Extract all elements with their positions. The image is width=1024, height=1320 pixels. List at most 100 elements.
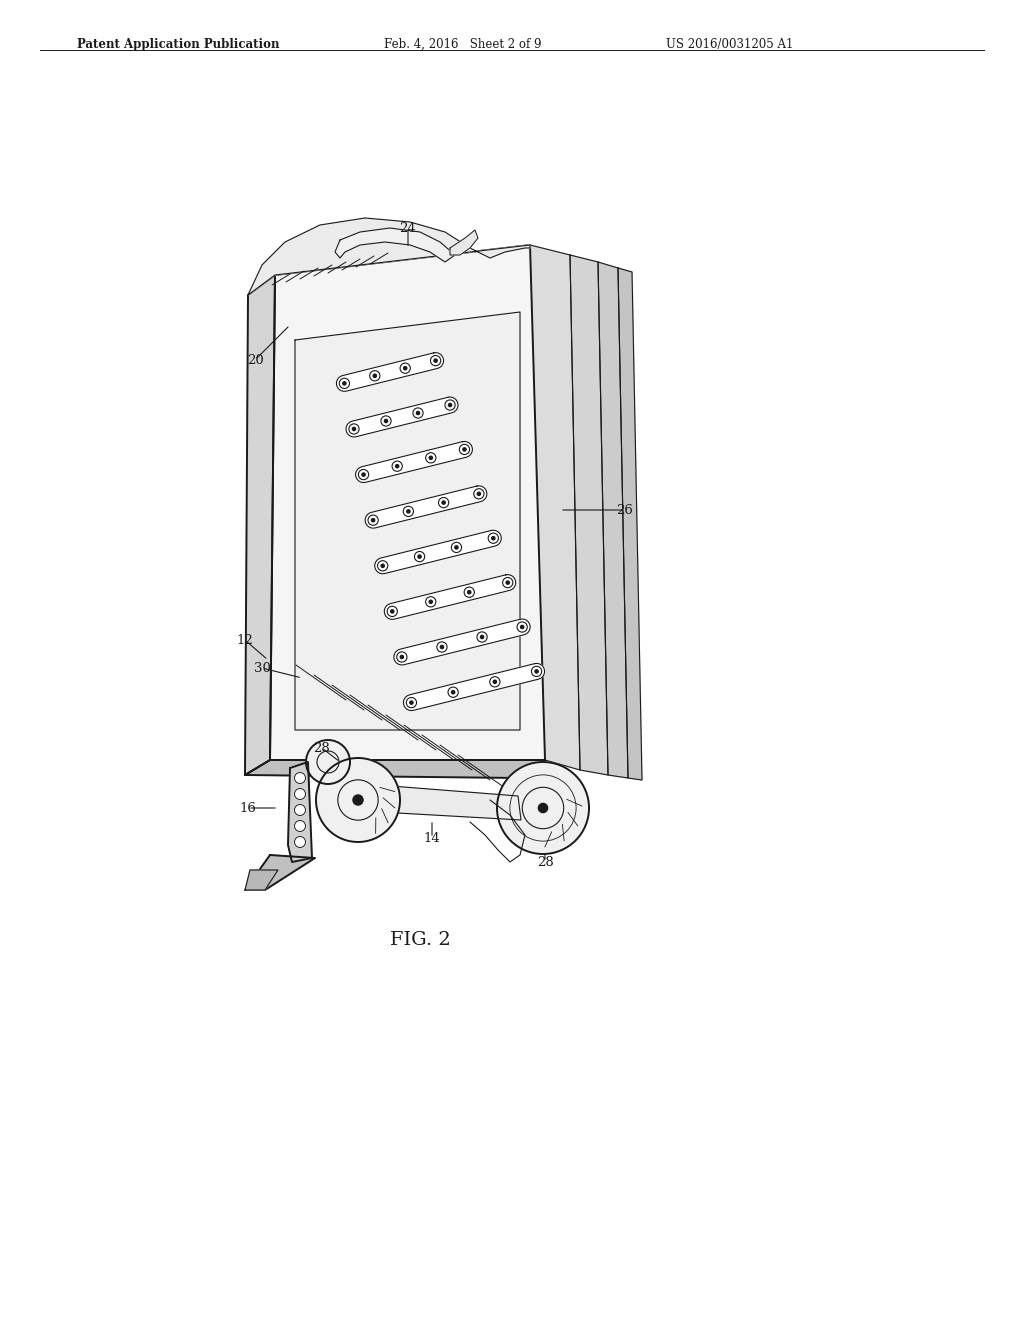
Circle shape [384, 420, 388, 422]
Polygon shape [248, 218, 530, 294]
Circle shape [391, 610, 394, 612]
Circle shape [489, 677, 500, 686]
Polygon shape [245, 760, 545, 777]
Polygon shape [335, 228, 455, 261]
Circle shape [295, 804, 305, 816]
Circle shape [468, 590, 471, 594]
Circle shape [444, 400, 455, 411]
Circle shape [295, 772, 305, 784]
Text: Feb. 4, 2016   Sheet 2 of 9: Feb. 4, 2016 Sheet 2 of 9 [384, 37, 542, 50]
Circle shape [415, 552, 425, 562]
Circle shape [407, 510, 410, 513]
Circle shape [295, 788, 305, 800]
Circle shape [395, 465, 398, 467]
Circle shape [368, 515, 378, 525]
Text: 26: 26 [616, 503, 634, 516]
Text: US 2016/0031205 A1: US 2016/0031205 A1 [666, 37, 793, 50]
Polygon shape [375, 531, 502, 574]
Circle shape [452, 543, 462, 553]
Polygon shape [530, 246, 580, 770]
Circle shape [381, 564, 384, 568]
Circle shape [361, 473, 366, 477]
Circle shape [460, 445, 470, 454]
Polygon shape [378, 785, 521, 820]
Circle shape [434, 359, 437, 362]
Circle shape [503, 577, 513, 587]
Circle shape [449, 688, 459, 697]
Circle shape [437, 642, 447, 652]
Circle shape [531, 667, 542, 677]
Circle shape [449, 404, 452, 407]
Circle shape [418, 554, 421, 558]
Text: 24: 24 [399, 222, 417, 235]
Circle shape [417, 412, 420, 414]
Circle shape [413, 408, 423, 418]
Circle shape [455, 545, 458, 549]
Circle shape [403, 367, 407, 370]
Polygon shape [618, 268, 642, 780]
Circle shape [494, 680, 497, 684]
Polygon shape [245, 870, 278, 890]
Circle shape [517, 622, 527, 632]
Polygon shape [384, 574, 516, 619]
Circle shape [429, 457, 432, 459]
Polygon shape [394, 619, 530, 665]
Polygon shape [288, 762, 312, 862]
Circle shape [358, 470, 369, 479]
Circle shape [492, 537, 495, 540]
Circle shape [295, 821, 305, 832]
Circle shape [381, 416, 391, 426]
Circle shape [430, 355, 440, 366]
Text: 28: 28 [313, 742, 331, 755]
Polygon shape [337, 352, 443, 391]
Polygon shape [355, 441, 472, 483]
Polygon shape [245, 275, 275, 775]
Text: 12: 12 [237, 634, 253, 647]
Circle shape [426, 453, 436, 463]
Circle shape [438, 498, 449, 508]
Polygon shape [295, 312, 520, 730]
Circle shape [429, 601, 432, 603]
Text: 14: 14 [424, 832, 440, 845]
Circle shape [480, 635, 483, 639]
Circle shape [306, 741, 350, 784]
Circle shape [497, 762, 589, 854]
Circle shape [426, 597, 436, 607]
Circle shape [396, 652, 407, 663]
Circle shape [463, 447, 466, 451]
Circle shape [373, 374, 377, 378]
Circle shape [339, 379, 349, 388]
Circle shape [370, 371, 380, 381]
Polygon shape [403, 664, 545, 710]
Polygon shape [570, 255, 608, 775]
Polygon shape [450, 230, 478, 255]
Circle shape [407, 697, 417, 708]
Circle shape [316, 758, 400, 842]
Circle shape [520, 626, 523, 628]
Text: 28: 28 [537, 855, 553, 869]
Circle shape [477, 632, 487, 642]
Polygon shape [245, 855, 315, 890]
Text: Patent Application Publication: Patent Application Publication [77, 37, 280, 50]
Circle shape [392, 461, 402, 471]
Polygon shape [346, 397, 458, 437]
Polygon shape [270, 246, 545, 760]
Circle shape [387, 606, 397, 616]
Text: 16: 16 [240, 801, 256, 814]
Text: FIG. 2: FIG. 2 [389, 931, 451, 949]
Circle shape [400, 363, 411, 374]
Circle shape [403, 507, 414, 516]
Circle shape [539, 804, 548, 813]
Circle shape [535, 669, 539, 673]
Circle shape [440, 645, 443, 648]
Circle shape [488, 533, 499, 544]
Circle shape [353, 795, 364, 805]
Circle shape [352, 428, 355, 430]
Circle shape [442, 502, 445, 504]
Circle shape [372, 519, 375, 521]
Circle shape [400, 656, 403, 659]
Circle shape [452, 690, 455, 694]
Circle shape [378, 561, 388, 572]
Polygon shape [366, 486, 486, 528]
Circle shape [295, 837, 305, 847]
